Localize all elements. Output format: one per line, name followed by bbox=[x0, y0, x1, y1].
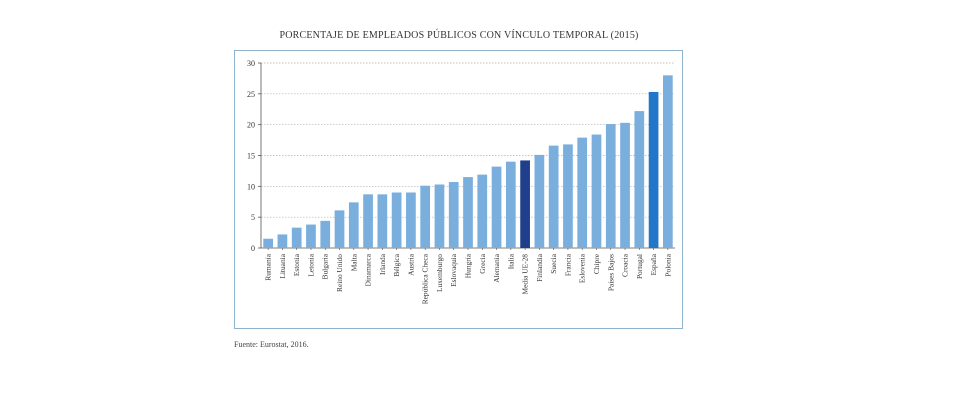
x-tick-label: Lituania bbox=[278, 253, 287, 278]
x-tick-label: Países Bajos bbox=[606, 254, 615, 291]
bar bbox=[377, 194, 388, 248]
x-tick-label: Portugal bbox=[635, 254, 644, 279]
bar bbox=[406, 192, 416, 248]
y-tick-label: 30 bbox=[247, 59, 255, 68]
x-tick-label: Irlanda bbox=[378, 253, 387, 275]
bar bbox=[334, 210, 345, 248]
bar bbox=[348, 202, 359, 248]
x-tick-label: Suecia bbox=[549, 253, 558, 273]
x-tick-label: Bélgica bbox=[392, 253, 401, 276]
bar bbox=[648, 91, 659, 248]
bar bbox=[463, 177, 473, 248]
x-tick-label: República Checa bbox=[421, 253, 430, 304]
x-tick-label: Chipre bbox=[592, 253, 601, 274]
y-tick-label: 0 bbox=[251, 244, 255, 253]
y-tick-label: 20 bbox=[247, 121, 255, 130]
bar bbox=[448, 182, 459, 248]
x-tick-label: Austria bbox=[406, 253, 415, 275]
x-tick-label: Dinamarca bbox=[364, 253, 373, 286]
x-tick-label: Eslovenia bbox=[578, 253, 587, 283]
bar bbox=[491, 166, 502, 248]
bar bbox=[320, 220, 331, 248]
bar bbox=[306, 224, 316, 248]
bar bbox=[548, 145, 559, 248]
bar bbox=[591, 134, 602, 248]
source-note: Fuente: Eurostat, 2016. bbox=[234, 340, 309, 349]
x-tick-label: Polonia bbox=[663, 253, 672, 276]
bar bbox=[420, 185, 431, 248]
bar-chart: 0 5 10 15 20 25 30 Rumanía Lituania Estonia Letoni… bbox=[247, 59, 675, 304]
bar bbox=[477, 174, 488, 248]
y-tick-label: 5 bbox=[251, 213, 255, 222]
x-tick-label: Luxemburgo bbox=[435, 254, 444, 292]
bar bbox=[663, 75, 673, 248]
bar bbox=[291, 227, 302, 248]
x-tick-label: Italia bbox=[506, 253, 515, 269]
bar bbox=[505, 161, 516, 248]
y-tick-label: 25 bbox=[247, 90, 255, 99]
y-tick-label: 10 bbox=[247, 182, 255, 191]
x-tick-label: Alemania bbox=[492, 253, 501, 282]
x-tick-label: Francia bbox=[563, 253, 572, 276]
x-tick-label: Hungría bbox=[464, 253, 473, 278]
x-tick-label: Estonia bbox=[292, 253, 301, 276]
bar bbox=[620, 122, 630, 248]
x-tick-label: Letonia bbox=[306, 253, 315, 276]
bar bbox=[520, 160, 530, 248]
chart-title: PORCENTAJE DE EMPLEADOS PÚBLICOS CON VÍN… bbox=[279, 30, 639, 41]
y-tick-label: 15 bbox=[247, 152, 255, 161]
x-tick-label: Croacia bbox=[621, 253, 630, 277]
bar bbox=[634, 111, 645, 248]
x-tick-label: Reino Unido bbox=[335, 254, 344, 292]
bar bbox=[434, 184, 445, 248]
bar bbox=[391, 192, 402, 248]
bar bbox=[263, 238, 273, 248]
chart-frame: 0 5 10 15 20 25 30 Rumanía Lituania Estonia Letoni… bbox=[234, 50, 683, 329]
x-tick-label: Malta bbox=[349, 253, 358, 271]
bar bbox=[577, 137, 588, 248]
bar bbox=[563, 144, 573, 248]
x-tick-label: Media UE-28 bbox=[521, 254, 530, 295]
x-tick-label: España bbox=[649, 253, 658, 275]
x-tick-label: Rumanía bbox=[264, 253, 273, 280]
bar bbox=[534, 154, 545, 248]
x-tick-label: Grecia bbox=[478, 253, 487, 273]
x-tick-label: Finlandia bbox=[535, 253, 544, 282]
bar bbox=[363, 194, 373, 248]
x-tick-label: Bulgaria bbox=[321, 253, 330, 279]
bar bbox=[605, 124, 616, 248]
x-tick-label: Eslovaquia bbox=[449, 253, 458, 287]
bar bbox=[277, 234, 288, 248]
